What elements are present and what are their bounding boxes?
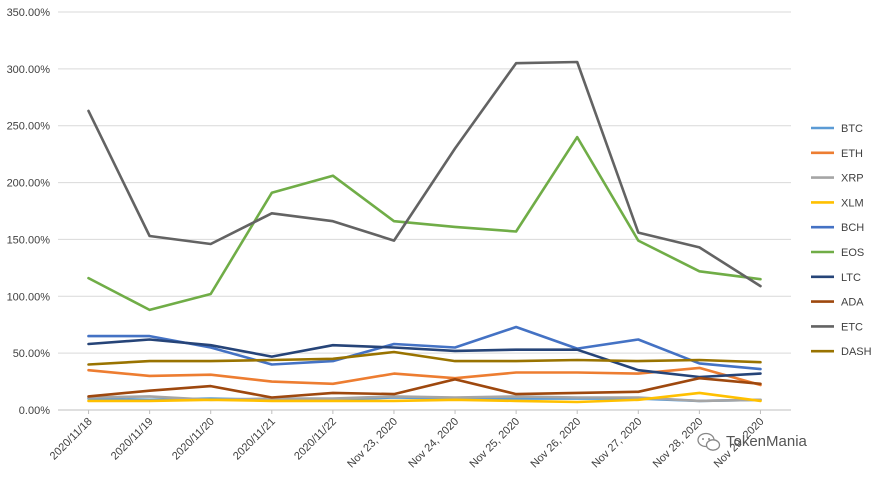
x-tick-label: Nov 27, 2020 — [590, 416, 645, 471]
legend-label-eos: EOS — [841, 247, 864, 259]
x-tick-label: Nov 28, 2020 — [651, 416, 706, 471]
y-tick-label: 250.00% — [7, 121, 51, 133]
x-tick-label: 2020/11/18 — [48, 416, 95, 463]
legend-label-xlm: XLM — [841, 197, 864, 209]
watermark-text: TokenMania — [726, 433, 808, 450]
y-tick-label: 0.00% — [19, 405, 50, 417]
legend-label-dash: DASH — [841, 346, 872, 358]
series-line-eos — [87, 135, 762, 312]
watermark: TokenMania — [697, 432, 808, 451]
x-tick-label: 2020/11/19 — [109, 416, 156, 463]
x-tick-label: 2020/11/22 — [292, 416, 339, 463]
x-tick-label: Nov 26, 2020 — [529, 416, 584, 471]
legend-label-eth: ETH — [841, 148, 863, 160]
legend-label-xrp: XRP — [841, 173, 864, 185]
x-tick-label: Nov 25, 2020 — [467, 416, 522, 471]
y-tick-label: 200.00% — [7, 178, 51, 190]
series-line-xlm — [87, 391, 762, 404]
legend-label-ltc: LTC — [841, 272, 861, 284]
series-line-bch — [87, 325, 762, 371]
wechat-icon — [697, 432, 721, 451]
y-tick-label: 150.00% — [7, 234, 51, 246]
y-tick-label: 100.00% — [7, 291, 51, 303]
y-axis: 0.00% 50.00% 100.00% 150.00% 200.00% 250.00% 3… — [7, 7, 51, 417]
x-tick-label: Nov 23, 2020 — [345, 416, 400, 471]
legend-label-btc: BTC — [841, 123, 863, 135]
x-axis: 2020/11/18 2020/11/19 2020/11/20 2020/11/21… — [48, 410, 767, 470]
series-line-ada — [87, 376, 762, 399]
series-line-eth — [87, 366, 762, 387]
x-tick-label: 2020/11/21 — [231, 416, 278, 463]
series-line-etc — [87, 60, 762, 288]
x-tick-label: 2020/11/20 — [170, 416, 217, 463]
legend-label-bch: BCH — [841, 222, 864, 234]
x-tick-label: Nov 24, 2020 — [406, 416, 461, 471]
legend: BTC ETH XRP XLM BCH EOS LTC ADA ETC DASH — [811, 123, 872, 358]
plot-area — [87, 60, 762, 404]
y-tick-label: 50.00% — [13, 348, 51, 360]
series-line-dash — [87, 350, 762, 366]
legend-label-ada: ADA — [841, 297, 864, 309]
y-tick-label: 350.00% — [7, 7, 51, 19]
legend-label-etc: ETC — [841, 321, 863, 333]
series-line-ltc — [87, 338, 762, 379]
y-tick-label: 300.00% — [7, 64, 51, 76]
